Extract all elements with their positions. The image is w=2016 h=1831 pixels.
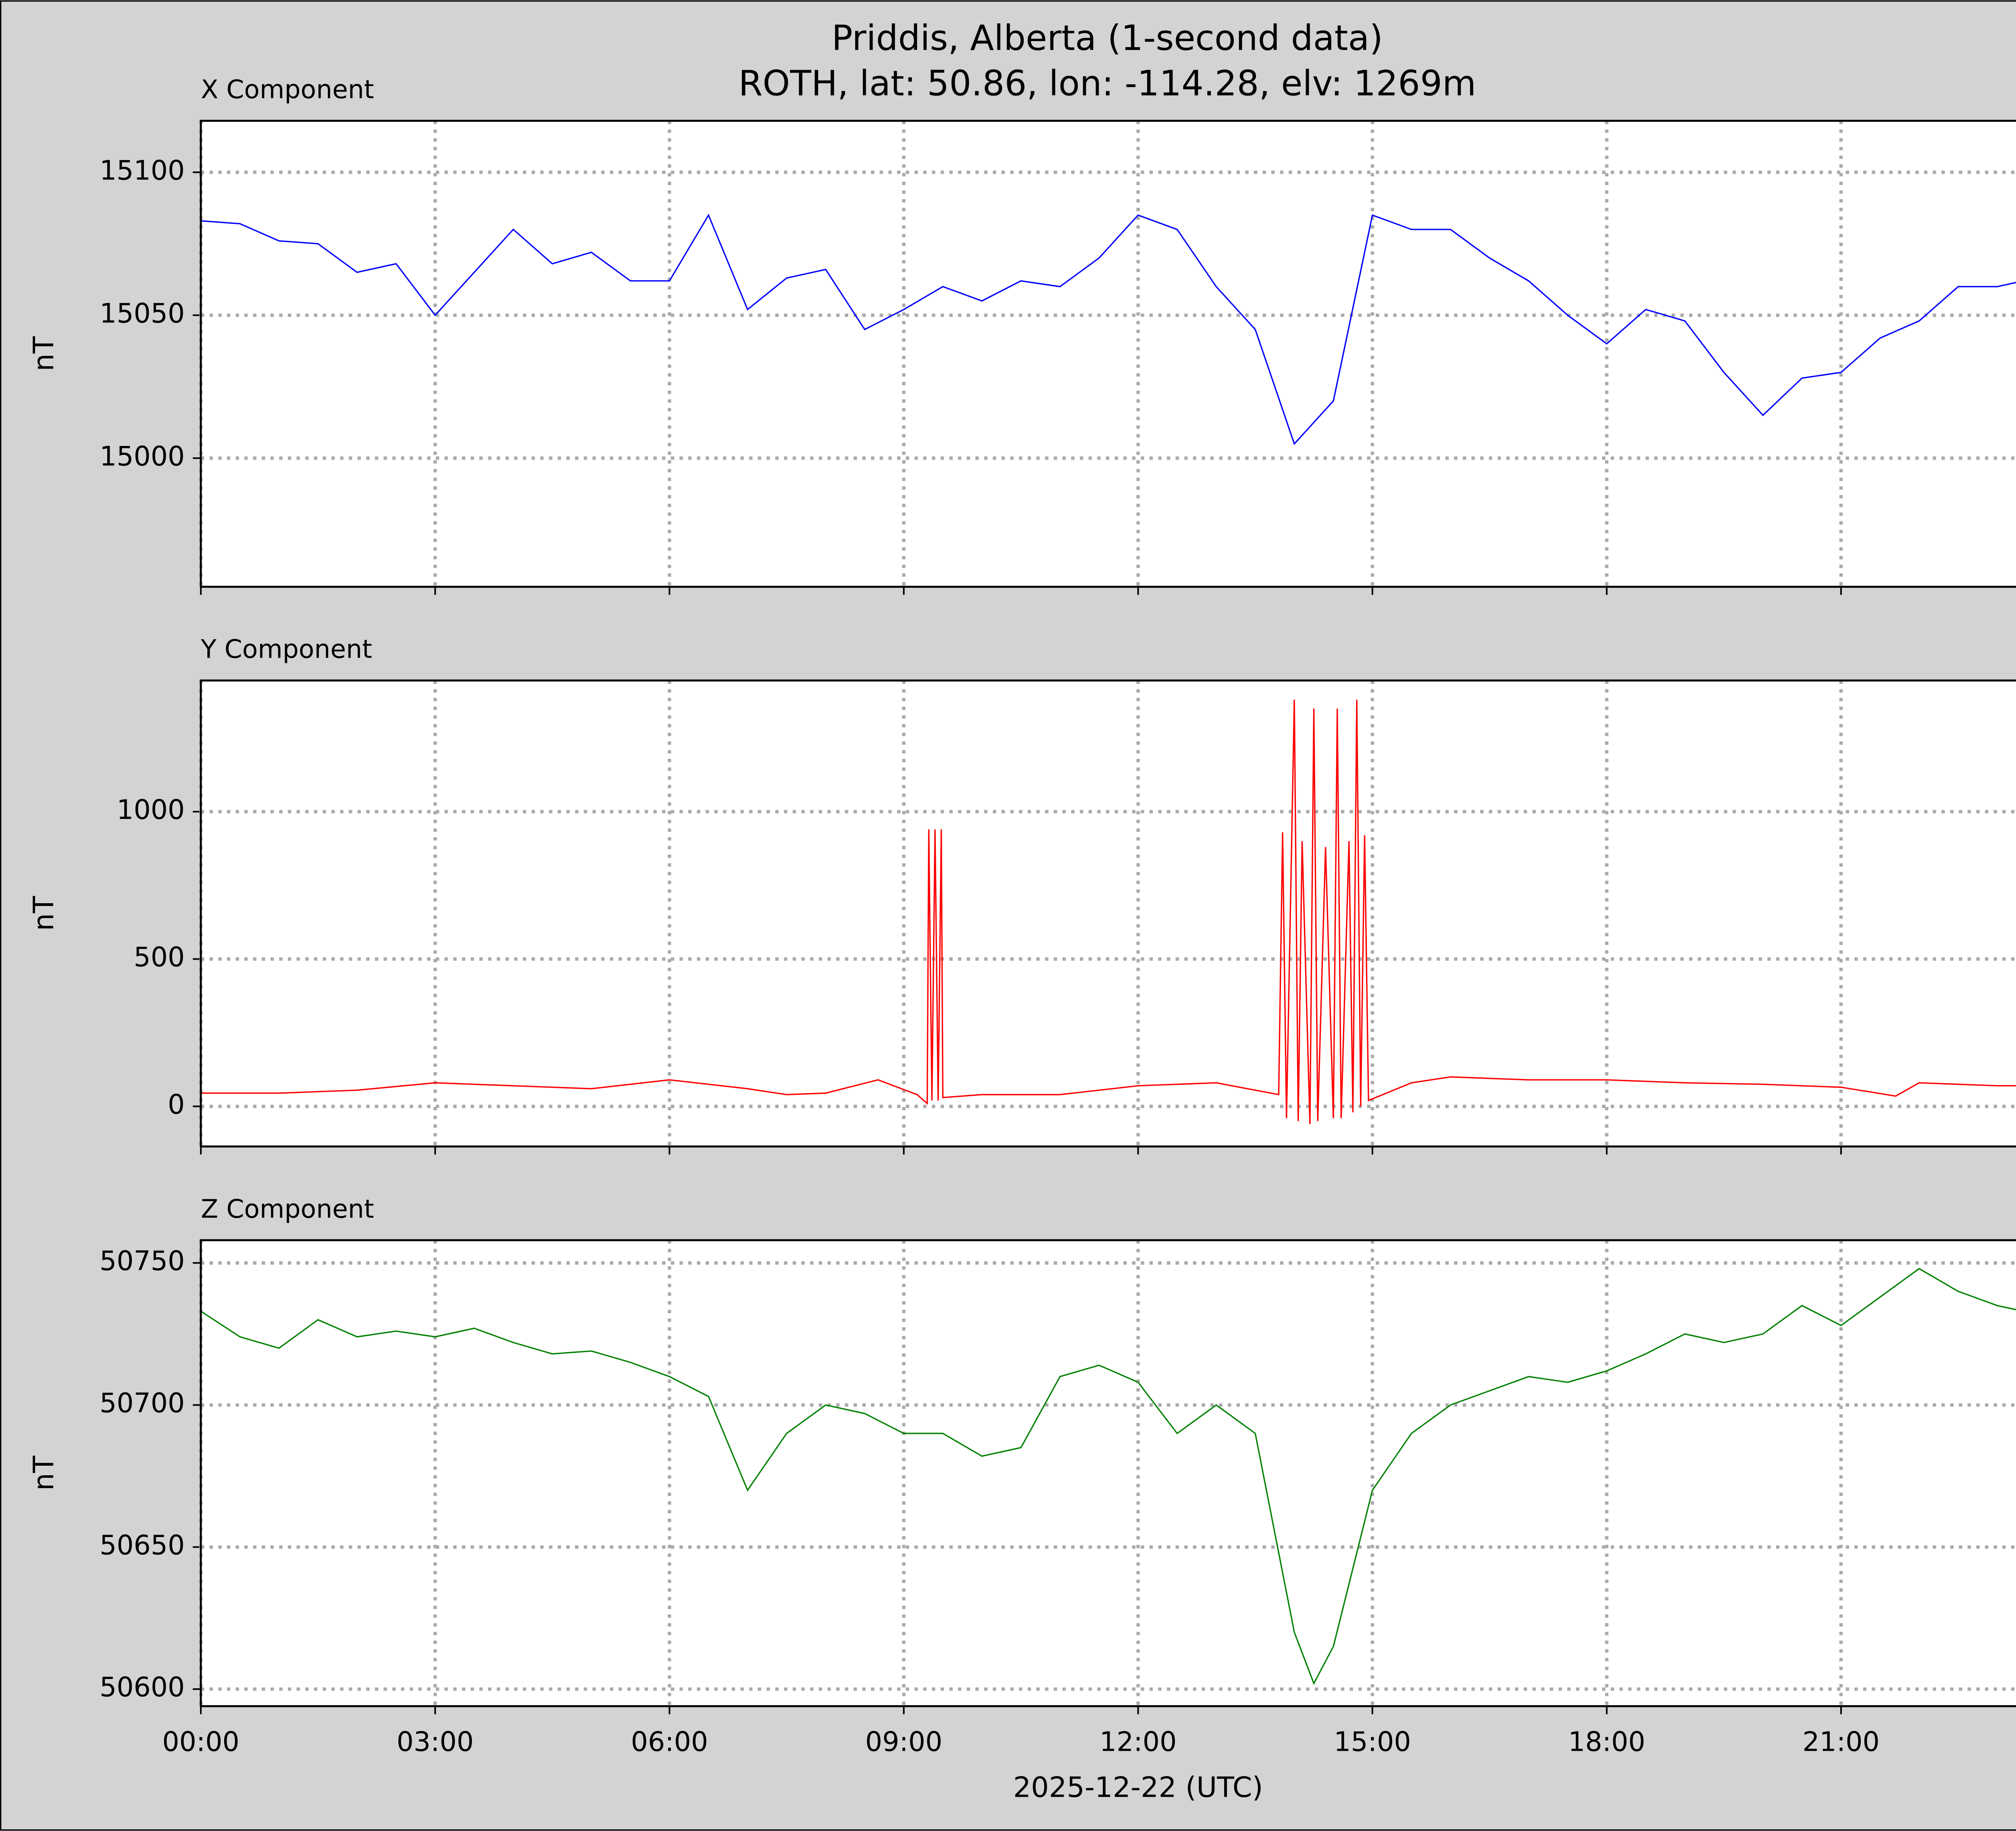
x-tick-label: 21:00 (1802, 1726, 1879, 1757)
x-tick-label: 12:00 (1100, 1726, 1177, 1757)
plot-area (201, 1240, 2016, 1706)
data-line (201, 700, 2016, 1124)
y-tick-label: 50700 (100, 1387, 185, 1419)
x-tick-label: 15:00 (1334, 1726, 1411, 1757)
plot-frame (200, 1239, 2016, 1707)
y-axis-label: nT (27, 1456, 60, 1491)
y-tick-label: 50750 (100, 1245, 185, 1277)
figure-title: Priddis, Alberta (1-second data) (832, 18, 1383, 58)
y-tick-label: 50600 (100, 1671, 185, 1703)
y-tick-label: 0 (168, 1089, 185, 1120)
data-line (201, 1268, 2016, 1685)
y-axis-label: nT (27, 896, 60, 931)
plot-frame (200, 679, 2016, 1148)
x-axis-label: 2025-12-22 (UTC) (1013, 1771, 1263, 1804)
plot-area (201, 680, 2016, 1147)
x-tick-label: 09:00 (865, 1726, 942, 1757)
x-tick-label: 18:00 (1568, 1726, 1645, 1757)
data-line (201, 213, 2016, 445)
y-tick-label: 1000 (117, 794, 185, 825)
x-tick-label: 00:00 (162, 1726, 239, 1757)
figure-subtitle: ROTH, lat: 50.86, lon: -114.28, elv: 126… (738, 64, 1476, 104)
x-tick-label: 06:00 (631, 1726, 708, 1757)
y-tick-label: 500 (134, 942, 185, 973)
y-axis-label: nT (27, 336, 60, 371)
y-tick-label: 15050 (100, 298, 185, 329)
x-tick-label: 03:00 (397, 1726, 474, 1757)
plot-area (201, 121, 2016, 587)
y-tick-label: 15100 (100, 154, 185, 186)
plot-frame (200, 120, 2016, 588)
subplot-title: Z Component (201, 1194, 374, 1224)
y-tick-label: 50650 (100, 1529, 185, 1561)
subplot-title: X Component (201, 75, 374, 104)
subplot-title: Y Component (200, 634, 372, 664)
y-tick-label: 15000 (100, 440, 185, 472)
